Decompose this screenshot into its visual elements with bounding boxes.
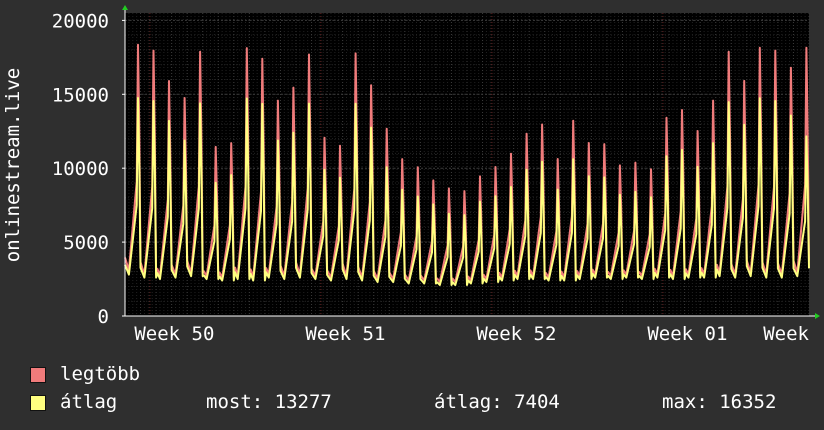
legend-row-avg: átlag most: 13277 átlag: 7404 max: 16352 [30,390,810,414]
x-tick-labels: Week 50 Week 51 Week 52 Week 01 Week [134,323,809,345]
x-tick-label: Week 50 [134,323,214,345]
legend-swatch-avg [30,394,46,411]
x-tick-label: Week [763,323,809,345]
stat-now-value: 13277 [274,391,332,413]
stat-max: max: 16352 [662,390,776,414]
stat-average-label: átlag: [434,391,503,413]
y-tick-label: 15000 [52,84,109,106]
x-tick-label: Week 51 [305,323,385,345]
y-tick-label: 10000 [52,158,109,180]
stat-max-value: 16352 [719,391,777,413]
legend-label-max: legtöbb [60,363,141,385]
y-tick-labels: 0 5000 10000 15000 20000 [52,10,109,328]
y-tick-label: 5000 [63,232,109,254]
legend-label-avg: átlag [60,391,118,413]
x-tick-label: Week 52 [476,323,556,345]
y-tick-label: 20000 [52,10,109,32]
y-axis-label: onlinestream.live [2,68,24,262]
axes [122,5,820,319]
series-lines [124,43,810,286]
x-axis-arrow [815,313,820,319]
stat-average-value: 7404 [514,391,560,413]
legend-swatch-max [30,366,46,383]
stat-now: most: 13277 [206,390,332,414]
series-line-avg [124,97,810,286]
y-tick-label: 0 [98,306,109,328]
stat-average: átlag: 7404 [434,390,560,414]
x-tick-label: Week 01 [647,323,727,345]
stat-max-label: max: [662,391,708,413]
legend-row-max: legtöbb [30,362,140,386]
stat-now-label: most: [206,391,264,413]
y-axis-arrow [122,5,128,10]
